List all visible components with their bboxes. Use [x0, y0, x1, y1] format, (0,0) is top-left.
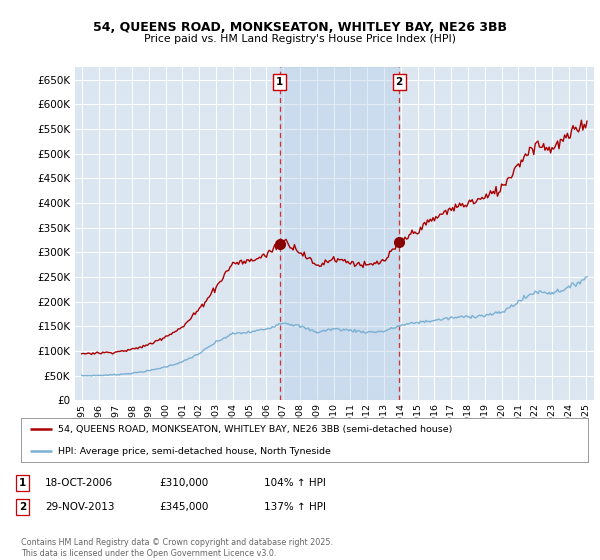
Text: £310,000: £310,000 — [159, 478, 208, 488]
Text: 18-OCT-2006: 18-OCT-2006 — [45, 478, 113, 488]
Text: Price paid vs. HM Land Registry's House Price Index (HPI): Price paid vs. HM Land Registry's House … — [144, 34, 456, 44]
Text: 1: 1 — [19, 478, 26, 488]
Text: 54, QUEENS ROAD, MONKSEATON, WHITLEY BAY, NE26 3BB (semi-detached house): 54, QUEENS ROAD, MONKSEATON, WHITLEY BAY… — [58, 424, 452, 434]
Text: HPI: Average price, semi-detached house, North Tyneside: HPI: Average price, semi-detached house,… — [58, 446, 331, 456]
Text: £345,000: £345,000 — [159, 502, 208, 512]
Text: 54, QUEENS ROAD, MONKSEATON, WHITLEY BAY, NE26 3BB: 54, QUEENS ROAD, MONKSEATON, WHITLEY BAY… — [93, 21, 507, 34]
Text: 104% ↑ HPI: 104% ↑ HPI — [264, 478, 326, 488]
Text: Contains HM Land Registry data © Crown copyright and database right 2025.
This d: Contains HM Land Registry data © Crown c… — [21, 538, 333, 558]
Bar — [280, 67, 399, 400]
Text: 1: 1 — [276, 77, 284, 87]
Text: 2: 2 — [19, 502, 26, 512]
Text: 2: 2 — [395, 77, 403, 87]
Text: 29-NOV-2013: 29-NOV-2013 — [45, 502, 115, 512]
Text: 137% ↑ HPI: 137% ↑ HPI — [264, 502, 326, 512]
